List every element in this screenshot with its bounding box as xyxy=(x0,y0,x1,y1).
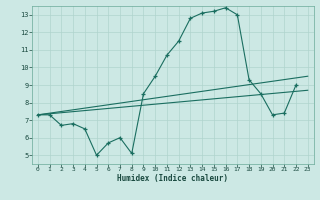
X-axis label: Humidex (Indice chaleur): Humidex (Indice chaleur) xyxy=(117,174,228,183)
